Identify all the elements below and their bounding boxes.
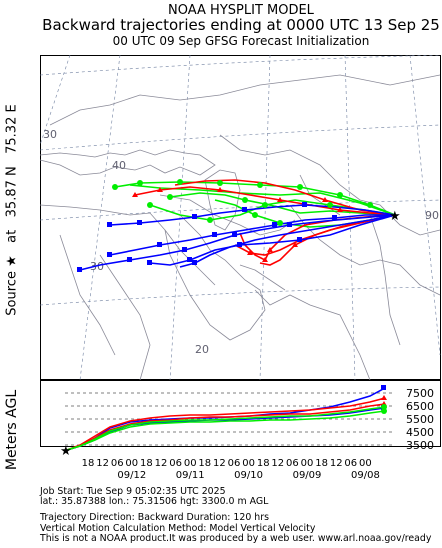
hour-tick-label: 12 [96,458,109,469]
trajectory-markers [77,179,373,272]
trajectory-layer [79,179,396,271]
graticule-lat-40 [40,124,441,151]
hour-tick-label: 00 [242,458,255,469]
profile-red-1 [66,397,386,451]
blue-markers [77,202,337,272]
date-tick-label: 09/09 [293,470,322,481]
source-prefix: Source [4,271,20,316]
indian-coast [254,289,371,380]
graticule-lon-d [344,55,356,380]
vertical-motion-text: Vertical Motion Calculation Method: Mode… [40,522,316,534]
chart-title: Backward trajectories ending at 0000 UTC… [42,16,440,34]
profile-green-2 [66,410,386,451]
disclaimer-text: This is not a NOAA product.It was produc… [40,532,432,544]
height-tick-label: 5500 [406,413,434,426]
trajectory-blue-2 [79,214,396,271]
vertical-axis-label: Meters AGL [4,389,20,471]
date-tick-label: 09/12 [117,470,146,481]
hour-tick-label: 00 [125,458,138,469]
central-asia-border [219,134,441,236]
black-sea-med-coast [40,149,216,176]
graticule-lat-20 [40,286,441,306]
graticule [40,55,441,380]
red-markers [132,187,343,262]
lon-label-90: 90 [425,209,439,222]
lon-label-30: 30 [43,128,57,141]
trajectory-map: 40 30 20 30 90 [40,55,441,380]
height-tick-label: 7500 [406,387,434,400]
hour-tick-label: 12 [155,458,168,469]
hour-tick-label: 06 [344,458,357,469]
date-tick-label: 09/08 [351,470,380,481]
hour-tick-label: 00 [359,458,372,469]
trajectory-blue-1 [109,214,395,256]
hour-tick-label: 06 [111,458,124,469]
vertical-profile-panel: 7500 6500 5500 4500 3500 ★ 3300 18120600… [40,380,441,481]
hour-tick-label: 18 [198,458,211,469]
vertical-profiles [66,387,386,451]
height-tick-label: 3500 [406,439,434,452]
afghan-border [299,174,341,216]
nile-region [59,234,116,356]
height-tick-label: 6500 [406,400,434,413]
northern-border [49,74,441,126]
hour-tick-label: 06 [169,458,182,469]
hour-tick-label: 00 [184,458,197,469]
green-markers [112,179,373,226]
graticule-lon-a [40,55,71,146]
lat-label-20: 20 [195,343,209,356]
iran-border [159,194,296,236]
hour-tick-label: 06 [286,458,299,469]
source-location-label: Source ★ at 35.87 N 75.32 E [5,104,20,315]
hour-tick-label: 12 [213,458,226,469]
graticule-lat-50 [40,55,441,76]
gulf-coast [239,264,286,291]
hour-ticks: 18 12 06 00 18 12 06 00 18 12 06 00 18 12 06 00 18 12 06 00 [82,458,372,469]
hour-tick-label: 18 [315,458,328,469]
run-info-footer: Job Start: Tue Sep 9 05:02:35 UTC 2025 l… [40,486,440,544]
trajectory-green-4 [169,192,396,216]
graticule-lon-b [169,55,191,380]
hour-tick-label: 18 [82,458,95,469]
trajectory-red-1 [134,186,396,216]
hour-tick-label: 12 [271,458,284,469]
date-ticks: 09/12 09/11 09/10 09/09 09/08 [117,470,379,481]
source-lat: 35.87 N [4,166,20,218]
hour-tick-label: 00 [301,458,314,469]
graticule-lon-30 [79,55,121,380]
at-text: at [4,229,20,243]
height-tick-label: 4500 [406,426,434,439]
model-title: NOAA HYSPLIT MODEL [168,3,314,18]
hour-tick-label: 18 [140,458,153,469]
profile-green-1 [66,406,386,451]
date-tick-label: 09/10 [234,470,263,481]
direction-text: Trajectory Direction: Backward Duration:… [40,512,269,524]
hour-tick-label: 18 [257,458,270,469]
location-text: lat.: 35.87388 lon.: 75.31506 hgt: 3300.… [40,496,269,508]
indo-border [369,214,401,346]
africa-coast [99,254,151,380]
forecast-subtitle: 00 UTC 09 Sep GFSG Forecast Initializati… [112,34,370,48]
source-lon: 75.32 E [4,104,20,154]
hour-tick-label: 06 [228,458,241,469]
graticule-lon-90 [409,55,441,356]
date-tick-label: 09/11 [176,470,205,481]
profile-markers [381,385,387,414]
trajectory-blue-4 [149,214,396,266]
hour-tick-label: 12 [330,458,343,469]
trajectory-red-5 [234,214,396,256]
lat-label-40: 40 [112,159,126,172]
profile-red-2 [66,403,386,451]
source-star-icon: ★ [4,255,20,267]
job-start-text: Job Start: Tue Sep 9 05:02:35 UTC 2025 [40,486,226,497]
height-gridlines [65,392,395,446]
source-star-icon: ★ [60,444,72,459]
source-star-icon: ★ [389,209,401,224]
trajectory-green-2 [129,184,396,216]
caspian-sea [204,169,241,231]
trajectory-blue-5 [179,214,396,268]
